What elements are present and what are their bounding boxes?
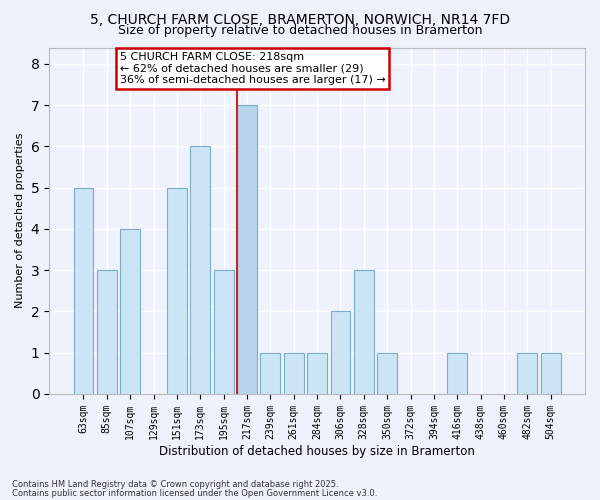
Bar xyxy=(284,352,304,394)
Bar xyxy=(120,229,140,394)
Bar xyxy=(167,188,187,394)
X-axis label: Distribution of detached houses by size in Bramerton: Distribution of detached houses by size … xyxy=(159,444,475,458)
Bar xyxy=(260,352,280,394)
Text: Size of property relative to detached houses in Bramerton: Size of property relative to detached ho… xyxy=(118,24,482,37)
Text: Contains HM Land Registry data © Crown copyright and database right 2025.: Contains HM Land Registry data © Crown c… xyxy=(12,480,338,489)
Text: Contains public sector information licensed under the Open Government Licence v3: Contains public sector information licen… xyxy=(12,488,377,498)
Bar xyxy=(97,270,117,394)
Bar xyxy=(190,146,210,394)
Bar xyxy=(354,270,374,394)
Bar xyxy=(307,352,327,394)
Bar xyxy=(74,188,94,394)
Y-axis label: Number of detached properties: Number of detached properties xyxy=(15,133,25,308)
Bar xyxy=(331,312,350,394)
Bar xyxy=(214,270,233,394)
Bar xyxy=(448,352,467,394)
Bar xyxy=(237,105,257,394)
Text: 5 CHURCH FARM CLOSE: 218sqm
← 62% of detached houses are smaller (29)
36% of sem: 5 CHURCH FARM CLOSE: 218sqm ← 62% of det… xyxy=(119,52,385,85)
Bar xyxy=(517,352,537,394)
Bar xyxy=(541,352,560,394)
Bar xyxy=(377,352,397,394)
Text: 5, CHURCH FARM CLOSE, BRAMERTON, NORWICH, NR14 7FD: 5, CHURCH FARM CLOSE, BRAMERTON, NORWICH… xyxy=(90,12,510,26)
